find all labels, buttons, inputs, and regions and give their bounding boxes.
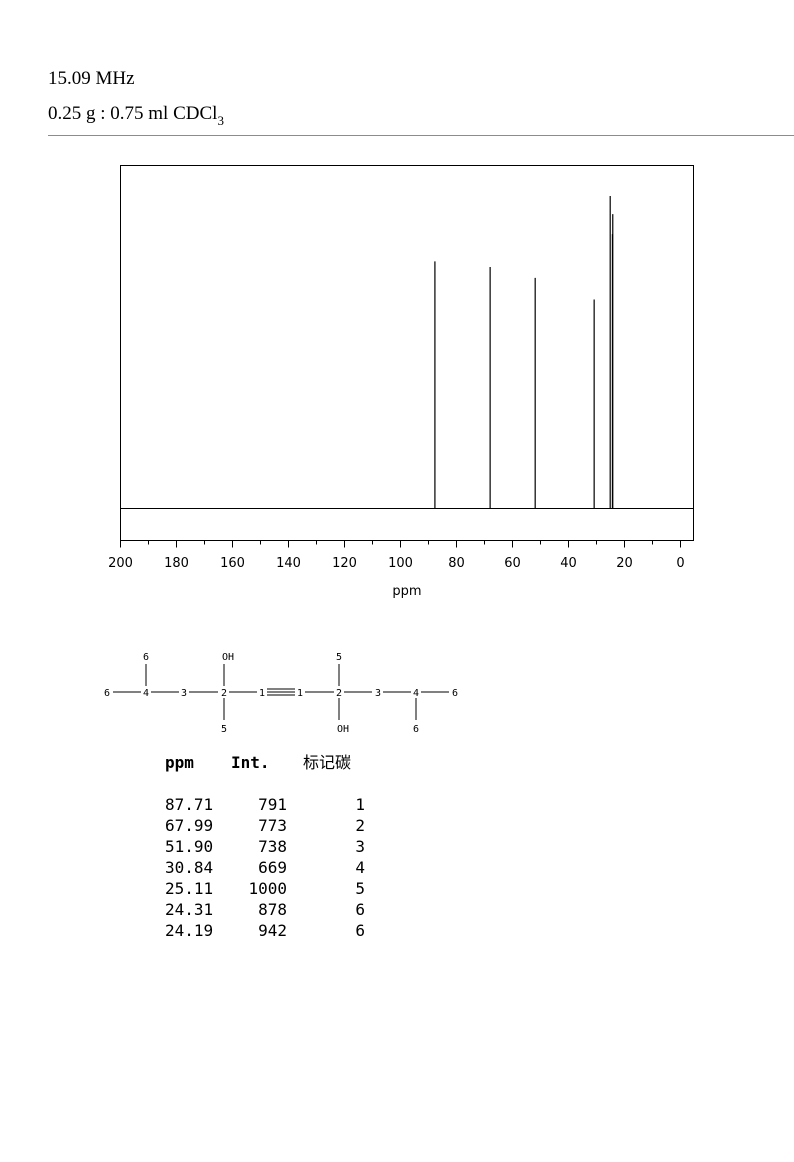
structure-label-c6: 6 — [143, 652, 149, 663]
table-row: 30.84 669 4 — [165, 857, 365, 878]
sample-subscript: 3 — [217, 113, 224, 128]
table-row: 24.19 942 6 — [165, 920, 365, 941]
table-row: 25.11 1000 5 — [165, 878, 365, 899]
structure-label-c4: 4 — [143, 688, 149, 699]
cell-carbon: 3 — [355, 837, 365, 856]
structure-label-c3: 3 — [181, 688, 187, 699]
tick-label: 160 — [220, 556, 245, 571]
structure-bonds — [113, 664, 449, 720]
x-axis-label: ppm — [392, 584, 421, 599]
cell-ppm: 24.31 — [165, 900, 214, 919]
spectrometer-frequency: 15.09 MHz — [48, 68, 135, 89]
cell-ppm: 87.71 — [165, 795, 214, 814]
sample-main-text: 0.25 g : 0.75 ml CDCl — [48, 103, 218, 124]
cell-carbon: 6 — [355, 900, 365, 919]
tick-label: 60 — [504, 556, 521, 571]
structure-label-oh: OH — [337, 724, 349, 735]
nmr-spectrum-chart: 200 180 160 140 120 100 80 60 40 20 0 ppm — [108, 165, 694, 599]
structure-label-c6: 6 — [452, 688, 458, 699]
cell-ppm: 24.19 — [165, 921, 214, 940]
tick-label: 180 — [164, 556, 189, 571]
cell-ppm: 25.11 — [165, 879, 214, 898]
molecule-structure: 6 6 4 3 2 OH 5 1 1 5 2 OH 3 4 6 6 — [104, 652, 458, 735]
tick-label: 140 — [276, 556, 301, 571]
structure-label-c5: 5 — [221, 724, 227, 735]
structure-label-c4: 4 — [413, 688, 419, 699]
tick-label: 120 — [332, 556, 357, 571]
table-header-row: ppm Int. 标记碳 — [165, 752, 365, 773]
cell-carbon: 5 — [355, 879, 365, 898]
cell-carbon: 6 — [355, 921, 365, 940]
plot-frame — [120, 165, 694, 541]
tick-label: 80 — [448, 556, 465, 571]
cell-intensity: 878 — [258, 900, 287, 919]
structure-label-c2: 2 — [221, 688, 227, 699]
peak-lines — [434, 196, 614, 509]
cell-intensity: 1000 — [248, 879, 287, 898]
table-row: 67.99 773 2 — [165, 815, 365, 836]
cell-intensity: 738 — [258, 837, 287, 856]
table-row: 87.71 791 1 — [165, 794, 365, 815]
cell-ppm: 51.90 — [165, 837, 214, 856]
cell-intensity: 791 — [258, 795, 287, 814]
cell-carbon: 4 — [355, 858, 365, 877]
tick-label: 40 — [560, 556, 577, 571]
header-intensity: Int. — [231, 753, 270, 772]
x-axis-ticks: 200 180 160 140 120 100 80 60 40 20 0 — [108, 540, 685, 571]
cell-carbon: 2 — [355, 816, 365, 835]
table-row: 24.31 878 6 — [165, 899, 365, 920]
tick-label: 20 — [616, 556, 633, 571]
tick-label: 200 — [108, 556, 133, 571]
header-divider — [48, 135, 794, 136]
structure-label-c3: 3 — [375, 688, 381, 699]
header-assigned-carbon: 标记碳 — [303, 753, 352, 772]
sample-description: 0.25 g : 0.75 ml CDCl3 — [48, 103, 224, 128]
table-row: 51.90 738 3 — [165, 836, 365, 857]
structure-label-c2: 2 — [336, 688, 342, 699]
structure-label-c1: 1 — [297, 688, 303, 699]
peak-table: ppm Int. 标记碳 87.71 791 1 67.99 773 2 51.… — [165, 752, 365, 941]
header-ppm: ppm — [165, 753, 194, 772]
cell-intensity: 669 — [258, 858, 287, 877]
structure-label-oh: OH — [222, 652, 234, 663]
cell-intensity: 942 — [258, 921, 287, 940]
tick-label: 0 — [676, 556, 684, 571]
cell-ppm: 67.99 — [165, 816, 214, 835]
structure-label-c1: 1 — [259, 688, 265, 699]
structure-label-c5: 5 — [336, 652, 342, 663]
cell-intensity: 773 — [258, 816, 287, 835]
cell-ppm: 30.84 — [165, 858, 214, 877]
table-spacer — [165, 773, 365, 794]
structure-label-c6: 6 — [413, 724, 419, 735]
structure-label-c6: 6 — [104, 688, 110, 699]
cell-carbon: 1 — [355, 795, 365, 814]
tick-label: 100 — [388, 556, 413, 571]
